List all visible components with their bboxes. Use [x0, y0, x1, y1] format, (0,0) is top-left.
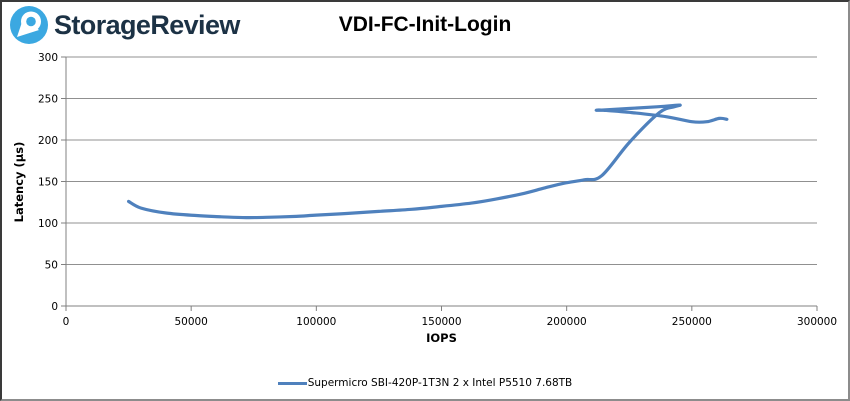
storagereview-logo-icon — [10, 6, 48, 44]
x-tick-label: 150000 — [421, 316, 461, 328]
x-tick-label: 300000 — [797, 316, 837, 328]
y-tick-label: 250 — [38, 94, 58, 106]
legend-line-marker — [277, 381, 307, 385]
y-tick-label: 150 — [38, 177, 58, 189]
brand-name: StorageReview — [54, 10, 240, 40]
y-tick-label: 300 — [38, 52, 58, 64]
y-axis-title: Latency (µs) — [12, 141, 26, 223]
x-tick-label: 100000 — [296, 316, 336, 328]
series-line — [127, 103, 729, 220]
legend: Supermicro SBI-420P-1T3N 2 x Intel P5510… — [2, 373, 848, 393]
y-tick-label: 0 — [51, 301, 58, 313]
x-tick-label: 200000 — [547, 316, 587, 328]
y-tick-label: 200 — [38, 135, 58, 147]
x-tick-label: 50000 — [174, 316, 207, 328]
line-chart-plot: 0 50 100 150 200 250 300 0 50000 100000 150000 2000… — [38, 52, 837, 328]
chart-title: VDI-FC-Init-Login — [338, 13, 512, 36]
y-tick-label: 50 — [45, 260, 58, 272]
x-tick-label: 0 — [63, 316, 70, 328]
x-tick-label: 250000 — [672, 316, 712, 328]
header: StorageReview — [2, 2, 848, 48]
y-tick-label: 100 — [38, 218, 58, 230]
legend-series-label: Supermicro SBI-420P-1T3N 2 x Intel P5510… — [307, 377, 573, 389]
x-axis-title: IOPS — [426, 331, 457, 345]
